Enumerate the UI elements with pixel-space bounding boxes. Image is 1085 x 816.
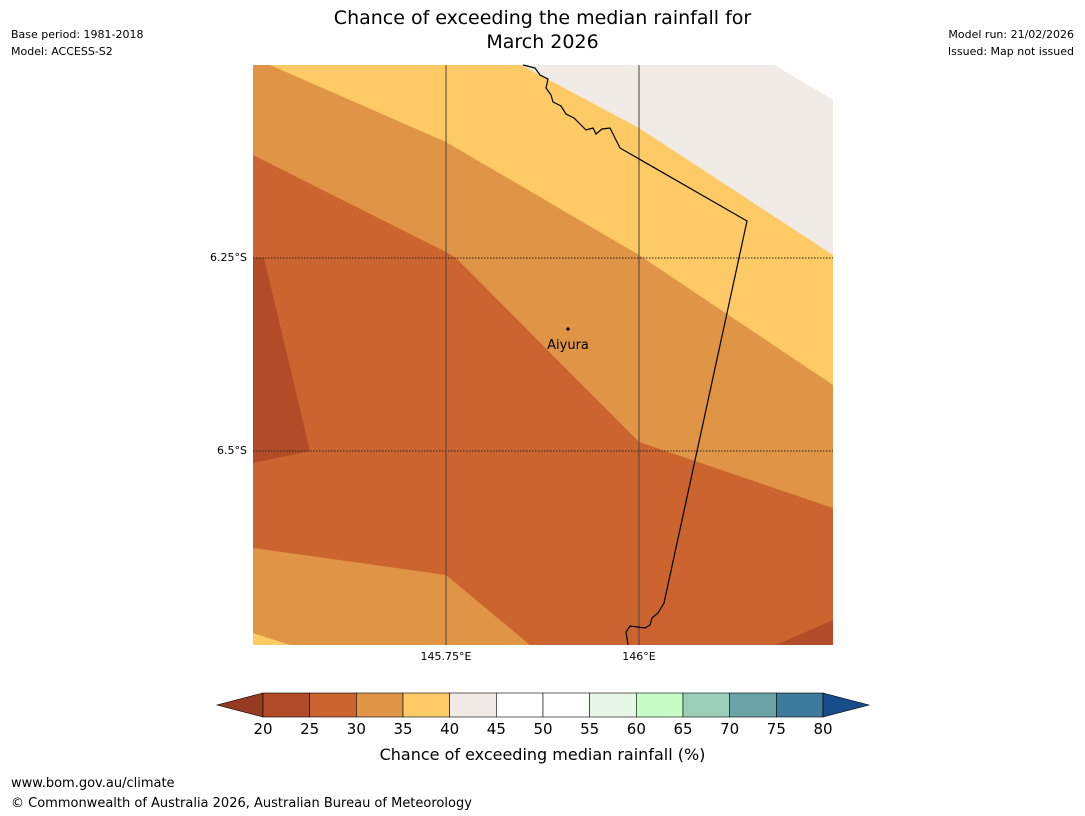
colorbar-tick-label: 40: [440, 720, 460, 738]
colorbar-segment: [449, 692, 497, 718]
colorbar-tick-label: 45: [486, 720, 506, 738]
colorbar-segment: [309, 692, 357, 718]
map-title: Chance of exceeding the median rainfall …: [0, 6, 1085, 54]
colorbar-over-triangle: [822, 692, 871, 718]
map-area: [253, 65, 833, 645]
colorbar-segment: [542, 692, 590, 718]
colorbar-segment: [262, 692, 310, 718]
colorbar-tick-label: 60: [626, 720, 646, 738]
lon-label-145-75: 145.75°E: [420, 650, 472, 663]
zone-30-35-south: [253, 548, 530, 645]
map-title-line2: March 2026: [486, 31, 599, 53]
meta-left: Base period: 1981-2018 Model: ACCESS-S2: [11, 26, 143, 60]
town-label: Aiyura: [547, 338, 589, 353]
zone-20-25-west: [253, 258, 310, 463]
colorbar-tick-label: 55: [580, 720, 600, 738]
zone-20-25-southeast: [776, 620, 833, 645]
footer-url[interactable]: www.bom.gov.au/climate: [11, 776, 175, 791]
province-boundary: [522, 64, 748, 646]
colorbar-under-triangle: [215, 692, 264, 718]
colorbar-segment: [776, 692, 824, 718]
colorbar-tick-label: 35: [393, 720, 413, 738]
colorbar-segment: [729, 692, 777, 718]
lat-label-6-5: 6.5°S: [217, 444, 247, 457]
colorbar-tick-label: 80: [813, 720, 833, 738]
zone-35-40-south: [253, 633, 290, 645]
model-run: Model run: 21/02/2026: [948, 28, 1074, 41]
colorbar-title: Chance of exceeding median rainfall (%): [379, 745, 706, 764]
town-marker-icon: [566, 327, 570, 331]
colorbar-segment: [496, 692, 544, 718]
zone-40-45-northeast: [521, 65, 833, 255]
colorbar-tick-label: 25: [300, 720, 320, 738]
colorbar-tick-label: 50: [533, 720, 553, 738]
colorbar-segment: [682, 692, 730, 718]
colorbar-tick-label: 65: [673, 720, 693, 738]
issued-status: Issued: Map not issued: [947, 45, 1074, 58]
base-period: Base period: 1981-2018: [11, 28, 144, 41]
map-title-line1: Chance of exceeding the median rainfall …: [333, 7, 752, 29]
lon-label-146: 146°E: [622, 650, 656, 663]
colorbar-tick-label: 20: [253, 720, 273, 738]
colorbar-segment: [356, 692, 404, 718]
colorbar-segment: [402, 692, 450, 718]
colorbar-segment: [589, 692, 637, 718]
colorbar-tick-label: 70: [720, 720, 740, 738]
colorbar-tick-label: 75: [766, 720, 786, 738]
colorbar-tick-label: 30: [346, 720, 366, 738]
meta-right: Model run: 21/02/2026 Issued: Map not is…: [948, 26, 1074, 60]
footer-copyright: © Commonwealth of Australia 2026, Austra…: [11, 796, 472, 811]
lat-label-6-25: 6.25°S: [210, 251, 247, 264]
colorbar: [215, 692, 871, 718]
outside-region-corner: [774, 65, 833, 100]
colorbar-segment: [636, 692, 684, 718]
model-name: Model: ACCESS-S2: [11, 45, 113, 58]
